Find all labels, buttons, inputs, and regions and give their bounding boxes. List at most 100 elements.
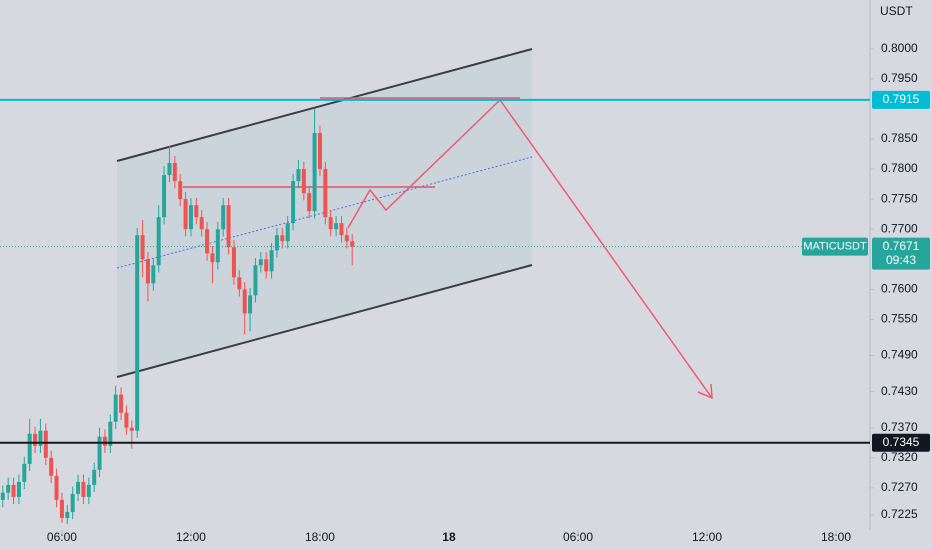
candle-body <box>334 223 339 230</box>
candle-body <box>301 169 306 194</box>
candle-body <box>183 199 188 230</box>
candle-body <box>317 132 322 170</box>
projection-path <box>347 98 713 399</box>
symbol-label: MATICUSDT <box>803 241 867 253</box>
candle-body <box>162 175 167 218</box>
y-tick-label: 0.7700 <box>881 221 918 235</box>
candle-body <box>86 484 91 497</box>
x-tick-label: 12:00 <box>176 530 206 544</box>
level-label: 0.7345 <box>883 435 920 449</box>
channel-bottom <box>116 264 533 378</box>
y-tick-label: 0.7270 <box>881 480 918 494</box>
currency-label: USDT <box>880 4 913 18</box>
candle-body <box>199 217 204 230</box>
candle-body <box>54 475 59 500</box>
candle-body <box>231 247 236 278</box>
candle-body <box>194 205 199 218</box>
candle-body <box>43 430 48 458</box>
candle-body <box>0 492 5 500</box>
y-tick-label: 0.7950 <box>881 71 918 85</box>
candle-body <box>172 163 177 182</box>
y-tick-label: 0.7750 <box>881 191 918 205</box>
candle-body <box>339 223 344 236</box>
candle-body <box>76 481 81 494</box>
candle-body <box>119 394 124 413</box>
candle-body <box>102 436 107 446</box>
y-tick-label: 0.8000 <box>881 41 918 55</box>
candle-body <box>264 259 269 272</box>
candle-body <box>237 277 242 290</box>
y-tick-label: 0.7600 <box>881 282 918 296</box>
y-tick-label: 0.7430 <box>881 384 918 398</box>
candle-body <box>151 265 156 284</box>
candle-body <box>16 481 21 497</box>
level-label: 0.7915 <box>883 92 920 106</box>
candle-body <box>215 229 220 263</box>
candle-body <box>70 493 75 512</box>
candle-body <box>178 181 183 200</box>
candle-body <box>226 205 231 248</box>
candle-body <box>129 427 134 431</box>
candle-body <box>22 463 27 482</box>
y-tick-label: 0.7225 <box>881 507 918 521</box>
candle-body <box>124 412 129 428</box>
candle-body <box>269 250 274 272</box>
y-tick-label: 0.7800 <box>881 161 918 175</box>
candle-body <box>11 484 16 497</box>
y-tick-label: 0.7320 <box>881 450 918 464</box>
candle-body <box>167 163 172 176</box>
candle-body <box>323 169 328 218</box>
y-tick-label: 0.7490 <box>881 348 918 362</box>
level-label-bg <box>872 90 930 109</box>
candle-body <box>188 205 193 230</box>
symbol-label-bg <box>802 237 868 256</box>
candle-body <box>248 295 253 314</box>
y-tick-label: 0.7550 <box>881 312 918 326</box>
candle-body <box>145 259 150 284</box>
candle-body <box>274 235 279 251</box>
candle-body <box>59 499 64 518</box>
x-tick-label: 18:00 <box>305 530 335 544</box>
x-tick-label: 06:00 <box>563 530 593 544</box>
candle-body <box>253 265 258 296</box>
candle-body <box>81 481 86 497</box>
x-tick-label: 18:00 <box>821 530 851 544</box>
candle-body <box>92 469 97 485</box>
candle-body <box>280 235 285 242</box>
channel-mid <box>116 156 533 269</box>
channel-top <box>116 48 533 162</box>
arrow-head <box>697 383 713 400</box>
last-price-label: 0.7671 <box>883 239 920 253</box>
candle-body <box>38 430 43 446</box>
candle-body <box>296 169 301 182</box>
candle-body <box>205 229 210 254</box>
candle-body <box>291 181 296 224</box>
candle-body <box>328 217 333 230</box>
candle-body <box>307 193 312 212</box>
candle-body <box>350 241 355 247</box>
level-label-bg <box>872 433 930 452</box>
x-tick-label: 12:00 <box>692 530 722 544</box>
candle-body <box>65 511 70 518</box>
candle-body <box>108 421 113 446</box>
candle-body <box>113 394 118 422</box>
x-tick-label: 06:00 <box>47 530 77 544</box>
candle-body <box>140 235 145 260</box>
y-tick-label: 0.7370 <box>881 420 918 434</box>
candle-body <box>97 436 102 470</box>
candle-body <box>258 259 263 266</box>
candle-body <box>27 433 32 464</box>
candle-body <box>135 235 140 431</box>
candle-body <box>210 253 215 263</box>
last-price-bg <box>872 237 930 270</box>
candle-body <box>242 289 247 314</box>
candle-body <box>285 223 290 242</box>
y-tick-label: 0.7850 <box>881 131 918 145</box>
x-tick-label: 18 <box>442 530 456 544</box>
candle-body <box>49 457 54 476</box>
candle-body <box>312 132 317 212</box>
candle-body <box>344 235 349 242</box>
candle-body <box>33 433 38 446</box>
candle-body <box>156 217 161 266</box>
